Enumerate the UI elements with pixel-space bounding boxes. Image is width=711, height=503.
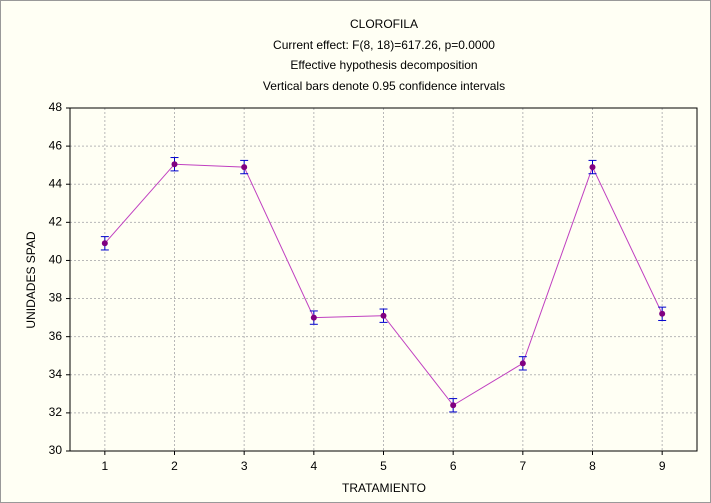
x-tick-label: 2 xyxy=(171,459,178,473)
subtitle: Vertical bars denote 0.95 confidence int… xyxy=(263,79,505,93)
x-axis-label: TRATAMIENTO xyxy=(342,481,426,495)
x-tick-label: 9 xyxy=(659,459,666,473)
y-tick-label: 42 xyxy=(49,215,63,229)
marker xyxy=(659,310,666,317)
y-axis-label: UNIDADES SPAD xyxy=(24,231,38,328)
x-tick-label: 6 xyxy=(450,459,457,473)
chart-title: CLOROFILA xyxy=(350,17,418,31)
x-tick-label: 1 xyxy=(101,459,108,473)
plot-frame xyxy=(69,107,698,452)
y-tick-label: 36 xyxy=(49,329,63,343)
subtitle: Effective hypothesis decomposition xyxy=(290,58,477,72)
y-tick-label: 44 xyxy=(49,176,63,190)
y-tick-label: 40 xyxy=(49,253,63,267)
y-tick-label: 46 xyxy=(49,138,63,152)
y-tick-label: 48 xyxy=(49,100,63,114)
marker xyxy=(310,314,317,321)
marker xyxy=(519,360,526,367)
y-tick-label: 30 xyxy=(49,443,63,457)
x-tick-label: 5 xyxy=(380,459,387,473)
marker xyxy=(241,164,248,171)
marker xyxy=(171,161,178,168)
subtitle: Current effect: F(8, 18)=617.26, p=0.000… xyxy=(273,38,495,52)
x-tick-label: 3 xyxy=(241,459,248,473)
x-tick-label: 7 xyxy=(519,459,526,473)
x-tick-label: 8 xyxy=(589,459,596,473)
y-tick-label: 32 xyxy=(49,405,63,419)
marker xyxy=(589,164,596,171)
y-tick-label: 34 xyxy=(49,367,63,381)
marker xyxy=(101,240,108,247)
x-tick-label: 4 xyxy=(310,459,317,473)
marker xyxy=(380,312,387,319)
marker xyxy=(450,402,457,409)
y-tick-label: 38 xyxy=(49,291,63,305)
